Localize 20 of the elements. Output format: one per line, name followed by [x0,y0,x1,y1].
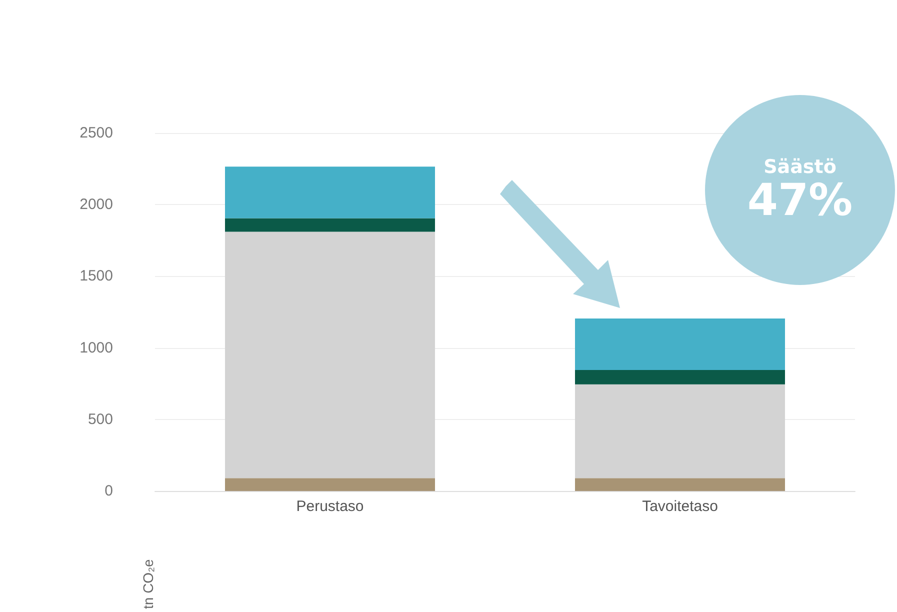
bar [575,478,785,491]
x-tick-label: Perustaso [296,498,364,515]
bar [575,318,785,370]
y-tick-label: 1000 [80,339,113,356]
x-tick-label: Tavoitetaso [642,498,718,515]
bar [575,370,785,384]
bar [225,478,435,491]
y-tick-label: 2000 [80,196,113,214]
bar [225,166,435,218]
bar [225,218,435,232]
y-tick-label: 0 [104,482,113,500]
y-axis-title: tn CO₂e [140,559,156,609]
y-tick-label: 2500 [80,124,113,142]
annotation: 47% [746,175,854,226]
y-tick-label: 500 [88,410,113,428]
bar [575,384,785,478]
annotation: Säästö [762,156,838,178]
y-tick-label: 1500 [80,268,113,285]
circle-badge: Säästö 47% [705,95,895,285]
bar [225,232,435,478]
